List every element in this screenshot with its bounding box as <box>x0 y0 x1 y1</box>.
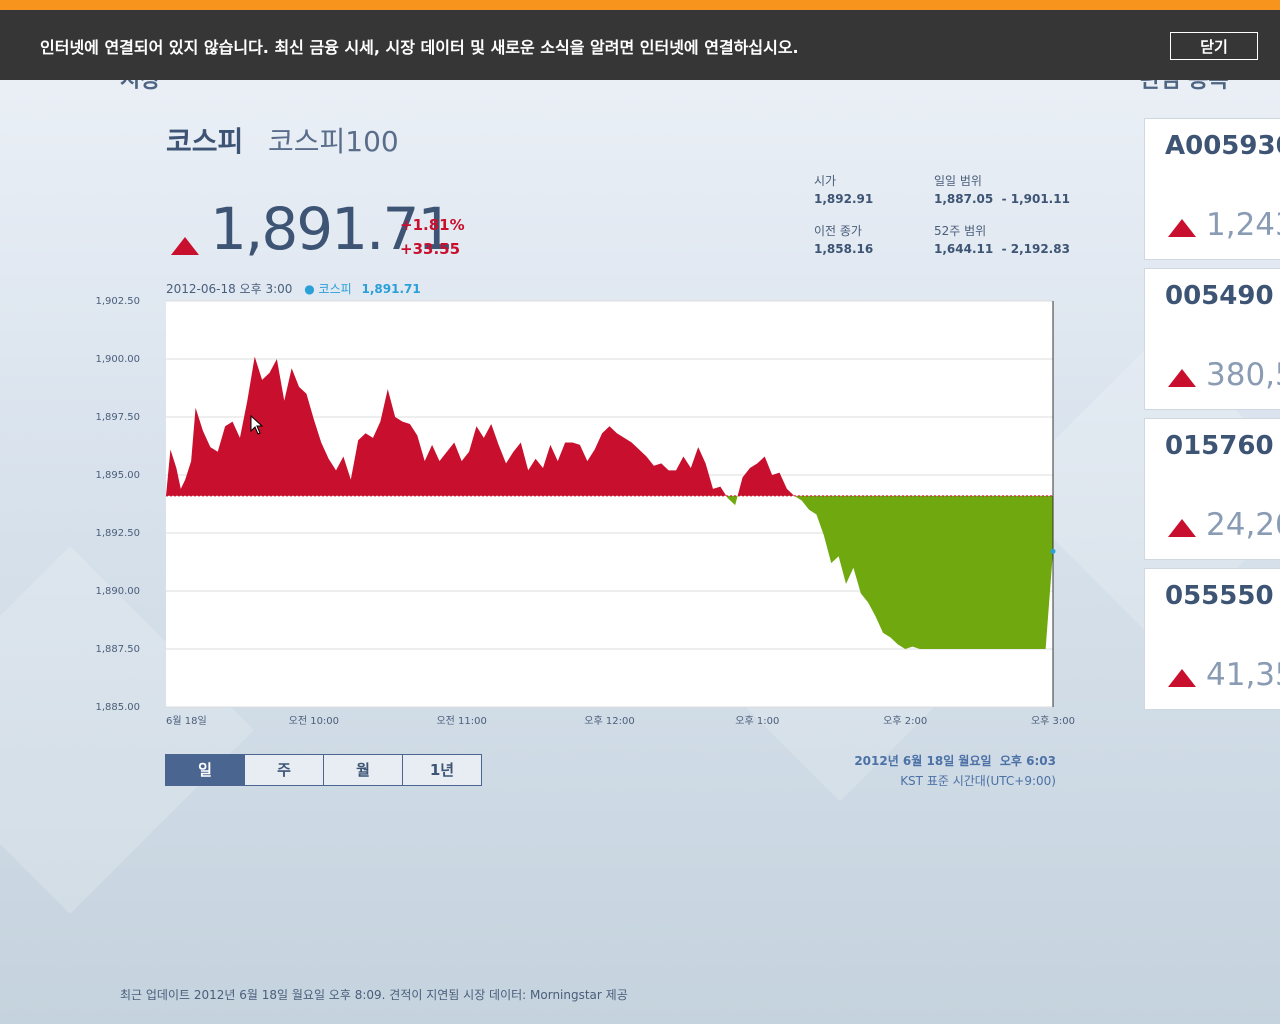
series-area-below <box>726 495 1053 649</box>
up-triangle-icon <box>1168 369 1196 387</box>
x-tick-label: 오후 12:00 <box>584 715 634 727</box>
series-area-above <box>166 356 1053 496</box>
watchlist-card[interactable]: 015760 24,20 <box>1145 419 1280 559</box>
index-price: 1,891.71 <box>210 195 454 263</box>
change-percent: +1.81% <box>400 216 465 234</box>
watchlist-card[interactable]: A005930 1,243 <box>1145 119 1280 259</box>
open-label: 시가 <box>814 174 837 188</box>
card-price: 24,20 <box>1206 507 1280 543</box>
current-point <box>1050 548 1056 554</box>
card-price: 41,35 <box>1206 657 1280 693</box>
range-year-button[interactable]: 1년 <box>402 754 482 786</box>
card-code: 015760 <box>1165 431 1274 461</box>
y-tick-label: 1,890.00 <box>95 586 140 597</box>
card-code: 055550 <box>1165 581 1274 611</box>
y-tick-label: 1,892.50 <box>95 528 140 539</box>
range-month-button[interactable]: 월 <box>323 754 403 786</box>
up-triangle-icon <box>1168 669 1196 687</box>
offline-notice-message: 인터넷에 연결되어 있지 않습니다. 최신 금융 시세, 시장 데이터 및 새로… <box>40 38 799 57</box>
up-triangle-icon <box>1168 219 1196 237</box>
price-chart[interactable]: 1,902.50 1,900.00 1,897.50 1,895.00 1,892.50… <box>0 0 1280 740</box>
caption-datetime: 2012-06-18 오후 3:00 <box>166 282 293 296</box>
up-triangle-icon <box>1168 519 1196 537</box>
open-value: 1,892.91 <box>814 192 874 206</box>
week52-range-label: 52주 범위 <box>934 224 987 238</box>
offline-notice-bar: 인터넷에 연결되어 있지 않습니다. 최신 금융 시세, 시장 데이터 및 새로… <box>0 10 1280 80</box>
x-tick-label: 오전 10:00 <box>289 715 339 727</box>
card-code: A005930 <box>1165 131 1280 161</box>
series-dot-icon: ● <box>304 282 315 296</box>
mouse-cursor-icon <box>250 415 264 435</box>
x-tick-label: 오후 3:00 <box>1031 715 1075 727</box>
range-day-button[interactable]: 일 <box>165 754 245 786</box>
close-button[interactable]: 닫기 <box>1170 32 1258 60</box>
caption-series-name: 코스피 <box>318 282 352 296</box>
x-tick-label: 오후 1:00 <box>735 715 779 727</box>
y-tick-label: 1,885.00 <box>95 702 140 713</box>
change-value: +33.55 <box>400 240 461 258</box>
card-code: 005490 <box>1165 281 1274 311</box>
card-price: 1,243 <box>1206 207 1280 243</box>
range-week-button[interactable]: 주 <box>244 754 324 786</box>
tab-kospi[interactable]: 코스피 <box>166 125 244 158</box>
x-tick-label: 오전 11:00 <box>436 715 486 727</box>
watchlist-card[interactable]: 055550 41,35 <box>1145 569 1280 709</box>
day-range-label: 일일 범위 <box>934 174 982 188</box>
y-tick-label: 1,902.50 <box>95 296 140 307</box>
prev-close-label: 이전 종가 <box>814 224 862 238</box>
tab-kospi100[interactable]: 코스피100 <box>268 125 399 158</box>
caption-series-value: 1,891.71 <box>361 282 421 296</box>
time-zone: KST 표준 시간대(UTC+9:00) <box>900 774 1056 788</box>
accent-bar <box>0 0 1280 10</box>
footer-status: 최근 업데이트 2012년 6월 18일 월요일 오후 8:09. 견적이 지연… <box>120 988 628 1002</box>
up-triangle-icon <box>171 237 199 255</box>
range-selector: 일 주 월 1년 <box>165 754 485 786</box>
y-tick-label: 1,900.00 <box>95 354 140 365</box>
day-range-value: 1,887.05 - 1,901.11 <box>934 192 1070 206</box>
week52-range-value: 1,644.11 - 2,192.83 <box>934 242 1070 256</box>
x-tick-label: 6월 18일 <box>166 715 207 727</box>
prev-close-value: 1,858.16 <box>814 242 874 256</box>
chart-caption: 2012-06-18 오후 3:00 ● 코스피 1,891.71 <box>166 280 421 297</box>
current-date: 2012년 6월 18일 월요일 오후 6:03 <box>854 754 1056 768</box>
y-tick-label: 1,895.00 <box>95 470 140 481</box>
card-price: 380,5 <box>1206 357 1280 393</box>
y-tick-label: 1,897.50 <box>95 412 140 423</box>
watchlist-card[interactable]: 005490 380,5 <box>1145 269 1280 409</box>
x-tick-label: 오후 2:00 <box>883 715 927 727</box>
y-tick-label: 1,887.50 <box>95 644 140 655</box>
